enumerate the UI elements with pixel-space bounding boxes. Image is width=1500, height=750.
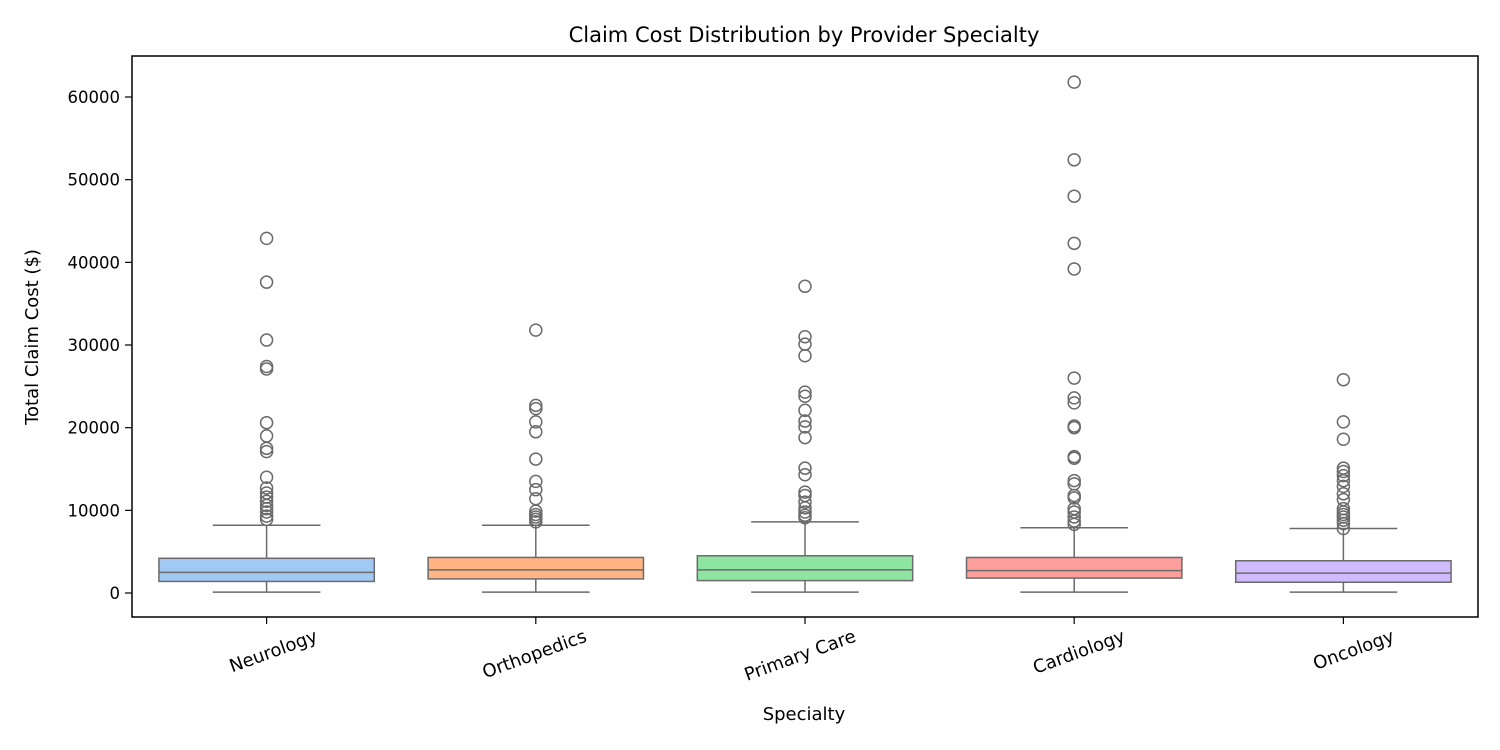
outlier-point	[1067, 75, 1081, 89]
y-axis: 0 10000 20000 30000 40000 50000 60000	[68, 88, 132, 603]
outlier-point	[798, 385, 812, 399]
outlier-point	[529, 474, 543, 489]
outlier-point	[529, 507, 543, 522]
y-tick-label: 20000	[68, 419, 121, 438]
outlier-point	[798, 403, 812, 418]
box-oncology	[1234, 372, 1452, 593]
outlier-point	[1067, 153, 1081, 167]
iqr-box	[1234, 560, 1452, 584]
outlier-point	[1067, 236, 1081, 251]
outlier-point	[529, 425, 543, 439]
outlier-point	[1067, 189, 1081, 203]
y-axis-label: Total Claim Cost ($)	[22, 249, 43, 426]
outlier-point	[1067, 510, 1081, 524]
box-cardiology	[965, 75, 1183, 593]
outlier-point	[798, 430, 812, 445]
outlier-point	[259, 415, 274, 430]
outlier-point	[798, 488, 812, 503]
outlier-point	[529, 323, 543, 337]
outlier-point	[259, 444, 274, 459]
outlier-point	[1336, 479, 1351, 494]
outlier-point	[259, 359, 274, 374]
outlier-point	[1336, 432, 1351, 446]
outlier-point	[1067, 262, 1081, 276]
outlier-point	[1067, 473, 1081, 488]
outlier-point	[529, 482, 543, 497]
outlier-point	[798, 279, 812, 294]
outlier-point	[1336, 415, 1351, 429]
outlier-point	[798, 348, 812, 363]
boxes-layer	[158, 75, 1452, 593]
outlier-point	[1336, 372, 1351, 387]
outlier-point	[529, 415, 543, 429]
outlier-point	[1336, 487, 1351, 501]
x-axis-label: Specialty	[763, 704, 846, 725]
y-tick-label: 10000	[68, 501, 121, 520]
box-neurology	[158, 231, 376, 593]
outlier-point	[259, 231, 274, 246]
x-tick-label: Primary Care	[742, 626, 859, 686]
outlier-point	[798, 495, 812, 509]
outlier-point	[259, 509, 274, 523]
y-tick-label: 30000	[68, 336, 121, 355]
outlier-point	[259, 512, 274, 527]
outlier-point	[1067, 371, 1081, 385]
outlier-point	[529, 492, 543, 506]
outlier-point	[259, 490, 274, 504]
x-tick-label: Neurology	[227, 626, 321, 677]
outlier-point	[259, 275, 274, 289]
y-tick-label: 0	[110, 584, 121, 603]
outlier-point	[259, 505, 274, 519]
outlier-point	[259, 494, 274, 508]
outlier-point	[1336, 492, 1351, 507]
x-tick-label: Oncology	[1310, 626, 1397, 675]
outlier-point	[529, 398, 543, 413]
outlier-point	[259, 470, 274, 485]
outlier-point	[1067, 501, 1081, 516]
outlier-point	[1067, 505, 1081, 519]
outlier-point	[1336, 461, 1351, 475]
iqr-box	[965, 556, 1183, 579]
x-axis: Neurology Orthopedics Primary Care Cardiolo…	[227, 617, 1397, 686]
outlier-point	[798, 389, 812, 404]
outlier-point	[259, 429, 274, 443]
outlier-point	[259, 333, 274, 347]
outlier-point	[529, 401, 543, 416]
outlier-point	[798, 329, 812, 344]
iqr-box	[158, 557, 376, 583]
outlier-point	[1336, 468, 1351, 483]
y-tick-label: 50000	[68, 171, 121, 190]
outlier-point	[1067, 419, 1081, 433]
y-tick-label: 40000	[68, 253, 121, 272]
outlier-point	[798, 420, 812, 434]
outlier-point	[798, 485, 812, 499]
x-tick-label: Orthopedics	[480, 626, 590, 683]
outlier-point	[1067, 477, 1081, 491]
outlier-point	[1336, 501, 1351, 516]
outlier-point	[1067, 391, 1081, 405]
outlier-point	[529, 452, 543, 466]
outlier-point	[259, 481, 274, 495]
chart-title: Claim Cost Distribution by Provider Spec…	[569, 23, 1040, 47]
iqr-box	[696, 555, 914, 582]
outlier-point	[798, 337, 812, 351]
outlier-point	[798, 505, 812, 519]
box-primary-care	[696, 279, 914, 593]
box-orthopedics	[427, 323, 645, 593]
outlier-point	[798, 414, 812, 428]
outlier-point	[798, 508, 812, 523]
outlier-point	[1067, 449, 1081, 464]
outlier-point	[1067, 396, 1081, 410]
iqr-box	[427, 556, 645, 580]
outlier-point	[798, 461, 812, 475]
x-tick-label: Cardiology	[1030, 626, 1128, 679]
outlier-point	[798, 468, 812, 482]
outlier-point	[1336, 464, 1351, 479]
y-tick-label: 60000	[68, 88, 121, 107]
outlier-point	[259, 486, 274, 500]
